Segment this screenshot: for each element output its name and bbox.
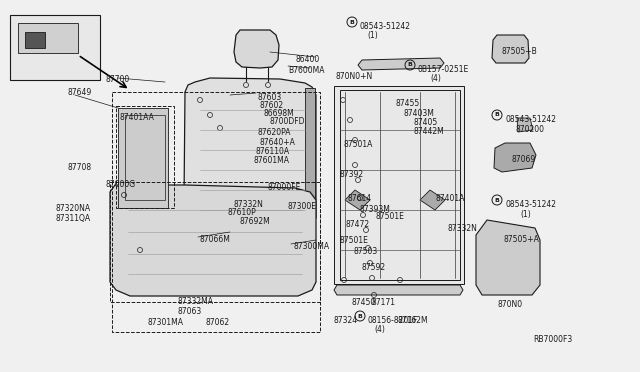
Text: 87592: 87592 — [361, 263, 385, 272]
Polygon shape — [110, 185, 316, 296]
Polygon shape — [305, 88, 315, 225]
Text: 87501E: 87501E — [340, 236, 369, 245]
Polygon shape — [358, 58, 444, 70]
Text: 86698M: 86698M — [263, 109, 294, 118]
Text: 87066M: 87066M — [200, 235, 231, 244]
Text: 87403M: 87403M — [403, 109, 434, 118]
Text: 87401AA: 87401AA — [120, 113, 155, 122]
Polygon shape — [420, 190, 445, 210]
Text: 87062: 87062 — [205, 318, 229, 327]
Bar — [116, 106, 174, 208]
Text: B: B — [495, 198, 499, 202]
Text: 87301MA: 87301MA — [148, 318, 184, 327]
Text: 87000G: 87000G — [105, 180, 135, 189]
Bar — [110, 182, 320, 302]
Polygon shape — [492, 35, 529, 63]
Bar — [334, 86, 464, 284]
Text: 87300E: 87300E — [288, 202, 317, 211]
Text: 0B157-0251E: 0B157-0251E — [418, 65, 469, 74]
Text: 87332N: 87332N — [233, 200, 263, 209]
Text: 876110A: 876110A — [256, 147, 290, 156]
Text: (4): (4) — [430, 74, 441, 83]
Text: 87332MA: 87332MA — [178, 297, 214, 306]
Text: B: B — [408, 62, 412, 67]
Text: B7600MA: B7600MA — [288, 66, 324, 75]
Text: 87501A: 87501A — [343, 140, 372, 149]
Text: 87472: 87472 — [346, 220, 370, 229]
Text: 87405: 87405 — [413, 118, 437, 127]
Text: 08543-51242: 08543-51242 — [360, 22, 411, 31]
Text: 87640+A: 87640+A — [260, 138, 296, 147]
Text: (4): (4) — [374, 325, 385, 334]
Text: 87393M: 87393M — [360, 205, 391, 214]
Text: 87063: 87063 — [178, 307, 202, 316]
Text: 87392: 87392 — [339, 170, 363, 179]
Text: 870N0: 870N0 — [498, 300, 523, 309]
Text: (1): (1) — [367, 31, 378, 40]
Text: 87610P: 87610P — [228, 208, 257, 217]
Bar — [18, 23, 78, 53]
Text: 87455: 87455 — [396, 99, 420, 108]
Text: 87442M: 87442M — [413, 127, 444, 136]
Text: 87602: 87602 — [260, 101, 284, 110]
Polygon shape — [494, 143, 536, 172]
Text: 87503: 87503 — [354, 247, 378, 256]
Text: 87300MA: 87300MA — [293, 242, 329, 251]
Text: 87649: 87649 — [68, 88, 92, 97]
Text: 87311QA: 87311QA — [55, 214, 90, 223]
Text: 87614: 87614 — [348, 194, 372, 203]
Text: 87700: 87700 — [105, 75, 129, 84]
Text: 870200: 870200 — [515, 125, 544, 134]
Text: 87332N: 87332N — [447, 224, 477, 233]
Text: 87601MA: 87601MA — [253, 156, 289, 165]
Text: 87505+B: 87505+B — [502, 47, 538, 56]
Polygon shape — [184, 78, 316, 232]
Text: 87501E: 87501E — [375, 212, 404, 221]
Polygon shape — [476, 220, 540, 295]
Bar — [10, 15, 100, 80]
Text: 87692M: 87692M — [240, 217, 271, 226]
Text: 87401A: 87401A — [436, 194, 465, 203]
Text: RB7000F3: RB7000F3 — [533, 335, 572, 344]
Polygon shape — [517, 118, 533, 132]
Polygon shape — [345, 190, 370, 210]
Text: 87000FE: 87000FE — [268, 183, 301, 192]
Text: (1): (1) — [520, 210, 531, 219]
Text: 87603: 87603 — [258, 93, 282, 102]
Text: 87505+A: 87505+A — [503, 235, 539, 244]
Bar — [25, 32, 45, 48]
Text: 87162M: 87162M — [397, 316, 428, 325]
Text: 8700DFD: 8700DFD — [270, 117, 305, 126]
Bar — [112, 92, 320, 332]
Text: 08543-51242: 08543-51242 — [505, 200, 556, 209]
Text: 87708: 87708 — [68, 163, 92, 172]
Bar — [118, 108, 168, 208]
Text: 87320NA: 87320NA — [55, 204, 90, 213]
Text: 87069: 87069 — [512, 155, 536, 164]
Text: B: B — [495, 112, 499, 118]
Text: B: B — [349, 19, 355, 25]
Polygon shape — [334, 285, 463, 295]
Polygon shape — [234, 30, 279, 68]
Text: 08156-8201F: 08156-8201F — [368, 316, 419, 325]
Text: B: B — [358, 314, 362, 318]
Text: 87171: 87171 — [371, 298, 395, 307]
Text: 87620PA: 87620PA — [258, 128, 291, 137]
Text: 87450: 87450 — [352, 298, 376, 307]
Text: 87324: 87324 — [334, 316, 358, 325]
Text: 08543-51242: 08543-51242 — [505, 115, 556, 124]
Text: 86400: 86400 — [295, 55, 319, 64]
Text: 870N0+N: 870N0+N — [336, 72, 373, 81]
